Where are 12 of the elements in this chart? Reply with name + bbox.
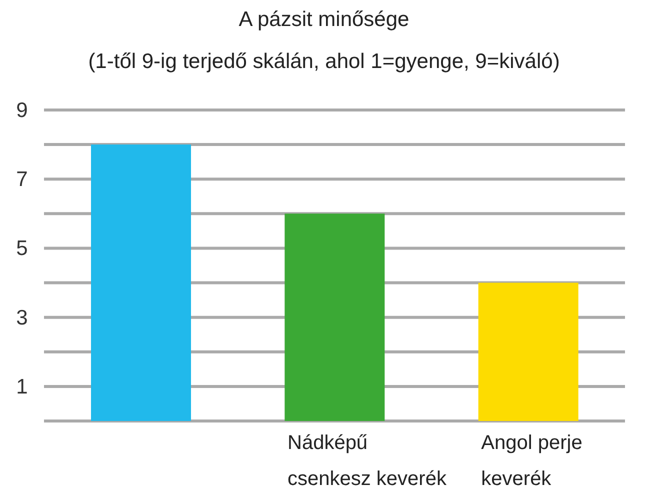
- x-tick-label: Nádképű csenkesz keverék: [288, 432, 448, 490]
- y-tick-label: 1: [16, 375, 28, 398]
- y-tick-label: 7: [16, 168, 28, 192]
- bar: [284, 214, 385, 421]
- bar: [478, 282, 578, 421]
- y-tick-label: 3: [16, 306, 28, 330]
- chart-title: A pázsit minősége: [238, 7, 410, 33]
- y-tick-label: 5: [16, 237, 28, 260]
- y-tick-label: 9: [16, 99, 28, 122]
- x-tick-label: Angol perje keverék: [481, 432, 582, 490]
- chart-subtitle: (1-től 9-ig terjedő skálán, ahol 1=gyenge, 9=kiváló): [87, 49, 561, 75]
- bar: [91, 144, 191, 421]
